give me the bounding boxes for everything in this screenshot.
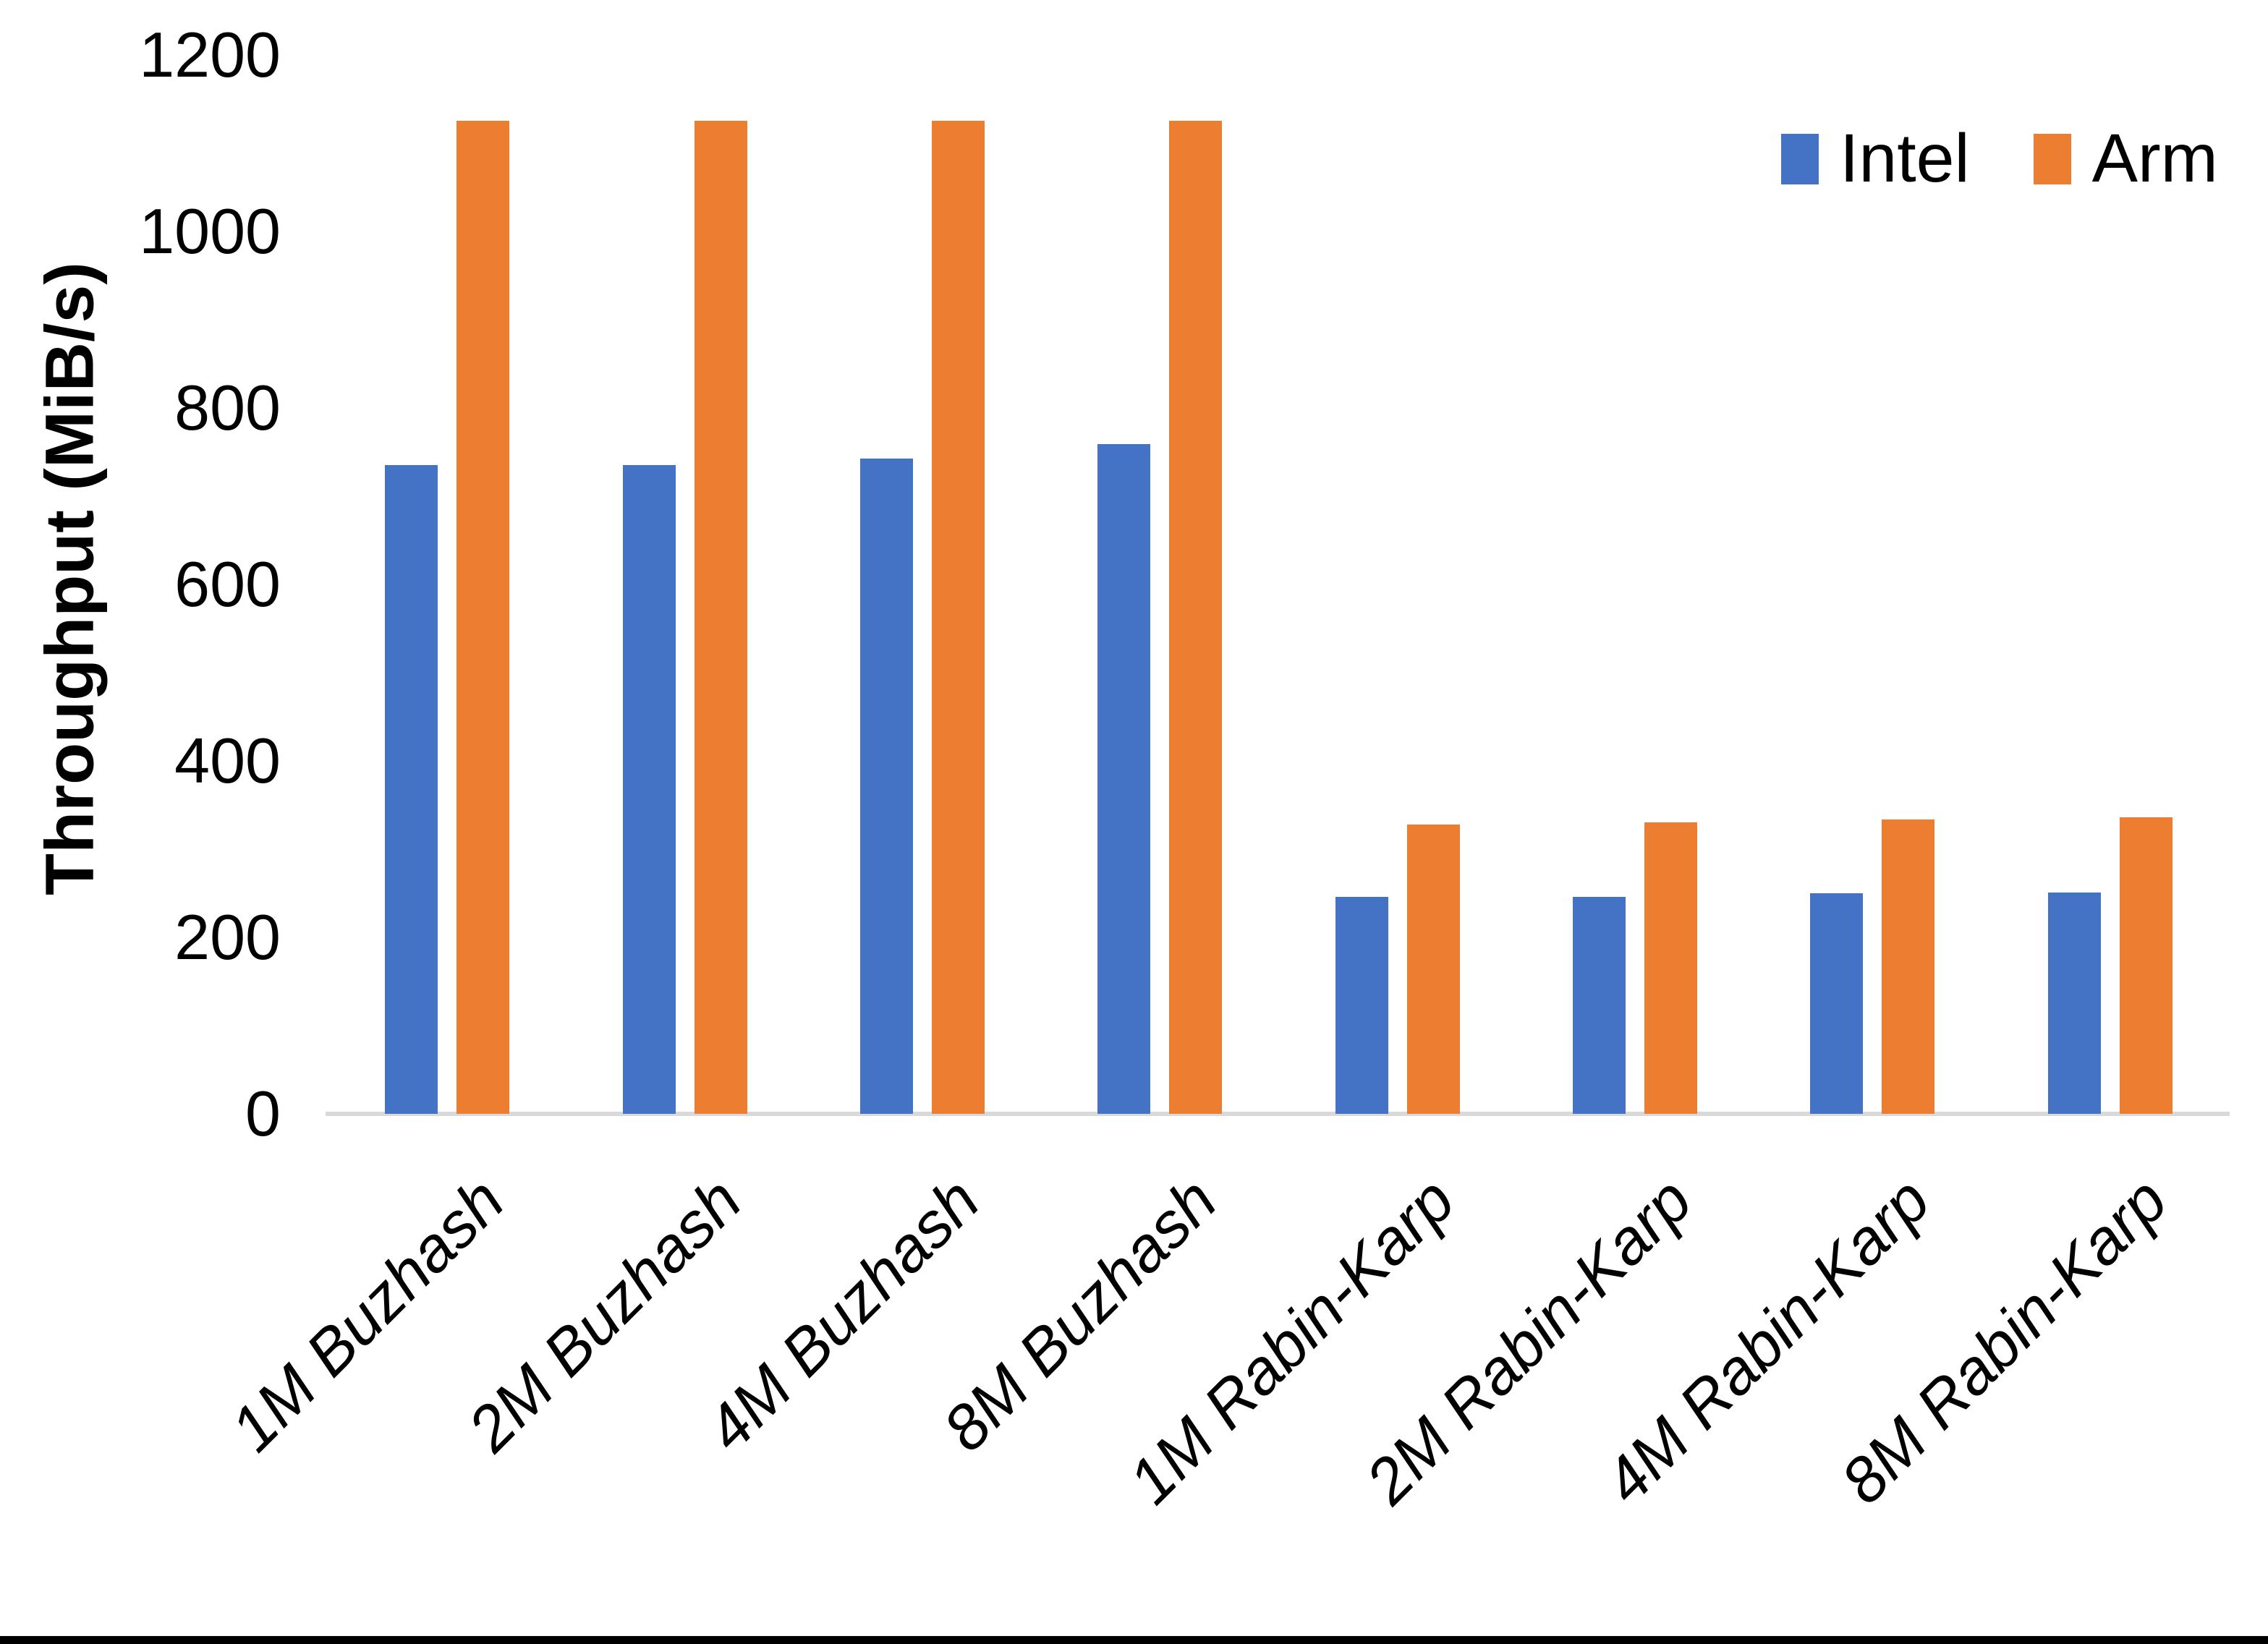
bar-arm-5 <box>1407 825 1460 1114</box>
bar-arm-6 <box>1644 822 1697 1114</box>
y-tick-label: 1200 <box>139 19 281 90</box>
legend-item-intel: Intel <box>1781 124 1970 193</box>
bar-intel-3 <box>860 459 913 1114</box>
y-tick-label: 200 <box>174 901 281 973</box>
legend-item-arm: Arm <box>2033 120 2218 197</box>
plot-area <box>328 55 2229 1114</box>
bar-arm-1 <box>456 121 509 1114</box>
bar-arm-3 <box>932 121 985 1114</box>
y-tick-label: 400 <box>174 725 281 796</box>
bar-arm-2 <box>695 121 747 1114</box>
bar-arm-7 <box>1882 819 1934 1114</box>
legend-label: Intel <box>1840 120 1970 197</box>
bar-arm-8 <box>2120 817 2173 1114</box>
x-axis-line <box>326 1112 2230 1116</box>
bar-intel-8 <box>2048 893 2101 1114</box>
legend-label: Arm <box>2091 120 2218 197</box>
y-tick-label: 0 <box>245 1078 281 1149</box>
bottom-border <box>0 1636 2268 1644</box>
legend: Intel Arm <box>1781 124 2218 193</box>
bar-arm-4 <box>1169 121 1222 1114</box>
bar-intel-7 <box>1810 893 1863 1114</box>
legend-swatch-arm <box>2033 133 2071 184</box>
legend-swatch-intel <box>1781 133 1819 184</box>
bar-intel-1 <box>385 465 438 1114</box>
y-tick-label: 1000 <box>139 195 281 267</box>
bar-intel-5 <box>1335 897 1388 1114</box>
bar-intel-6 <box>1573 897 1626 1114</box>
bar-intel-2 <box>623 465 676 1114</box>
bar-intel-4 <box>1097 444 1150 1114</box>
y-tick-label: 600 <box>174 548 281 620</box>
y-tick-label: 800 <box>174 372 281 443</box>
